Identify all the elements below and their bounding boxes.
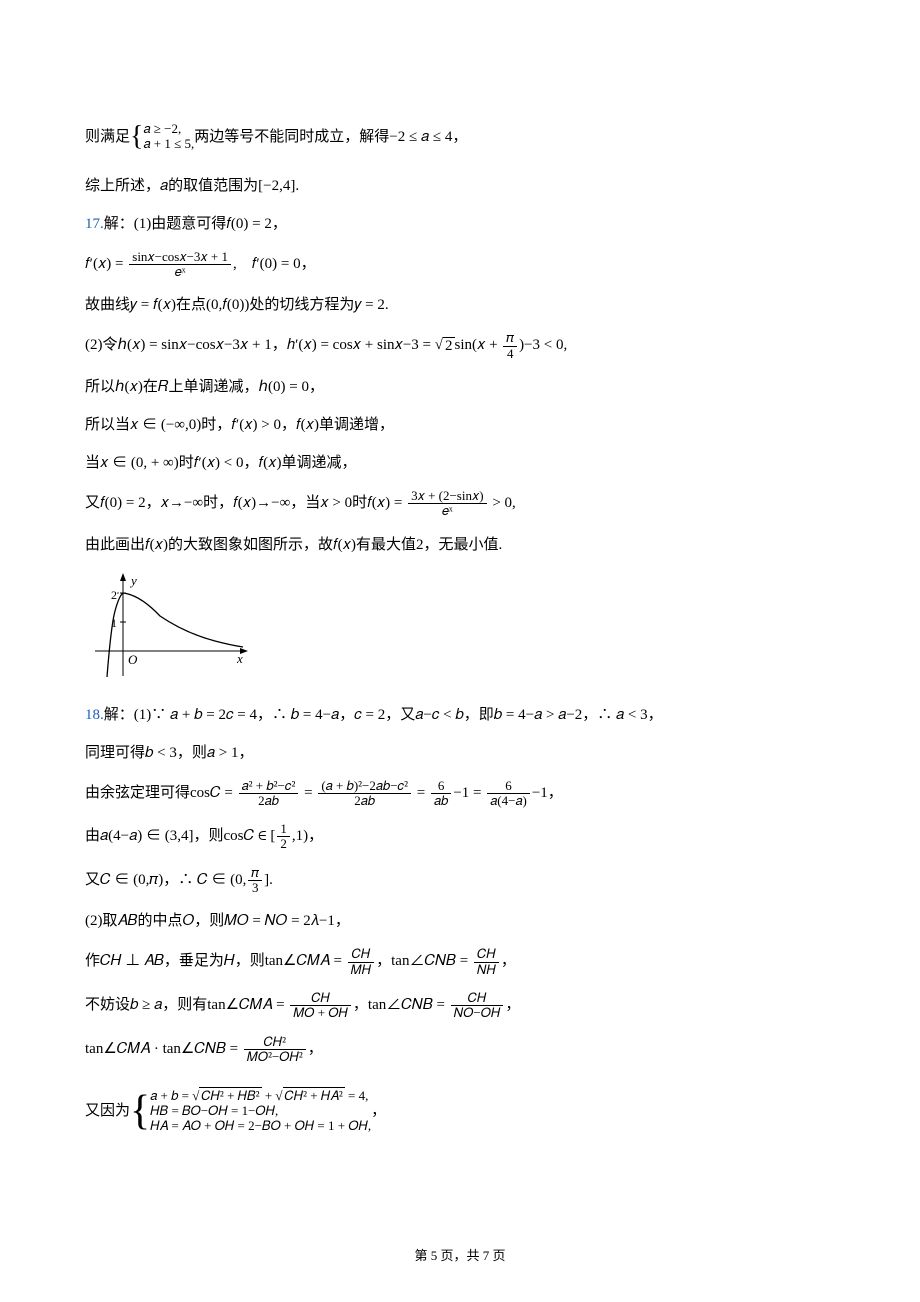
eq3: −1 = (453, 785, 485, 801)
line-l14: 由余弦定理可得cos𝐶 = 𝑎² + 𝑏²−𝑐²2𝑎𝑏 = (𝑎 + 𝑏)²−2… (85, 779, 835, 809)
text-post: ,1)， (292, 828, 323, 844)
sys-row-1: 𝑎 ≥ −2, (143, 122, 194, 137)
line-l9: 当𝑥 ∈ (0, + ∞)时𝑓′(𝑥) < 0，𝑓(𝑥)单调递减， (85, 451, 835, 475)
fraction-4: 6𝑎(4−𝑎) (487, 779, 530, 809)
fraction-1: 𝑎² + 𝑏²−𝑐²2𝑎𝑏 (239, 779, 299, 809)
y-arrow (120, 573, 126, 581)
system-block: 𝑎 + 𝑏 = √𝐶𝐻² + 𝐻𝐵² + √𝐶𝐻² + 𝐻𝐴² = 4, 𝐻𝐵 … (150, 1089, 371, 1134)
line-l12: 18.解：(1)∵ 𝑎 + 𝑏 = 2𝑐 = 4，∴ 𝑏 = 4−𝑎，𝑐 = 2… (85, 703, 835, 727)
line-l6: (2)令ℎ(𝑥) = sin𝑥−cos𝑥−3𝑥 + 1，ℎ′(𝑥) = cos𝑥… (85, 331, 835, 361)
line-l2: 综上所述，𝑎的取值范围为[−2,4]. (85, 174, 835, 198)
label-2: 2 (111, 588, 117, 602)
sys-row-3: 𝐻𝐴 = 𝐴𝑂 + 𝑂𝐻 = 2−𝐵𝑂 + 𝑂𝐻 = 1 + 𝑂𝐻, (150, 1119, 371, 1134)
line-l10: 又𝑓(0) = 2，𝑥→−∞时，𝑓(𝑥)→−∞，当𝑥 > 0时𝑓(𝑥) = 3𝑥… (85, 489, 835, 519)
fraction: 3𝑥 + (2−sin𝑥)𝑒ˣ (408, 489, 486, 519)
sqrt-sign: √ (435, 338, 443, 354)
question-number-17: 17. (85, 216, 104, 232)
line-l18: 作𝐶𝐻 ⊥ 𝐴𝐵，垂足为𝐻，则tan∠𝐶𝑀𝐴 = 𝐶𝐻𝑀𝐻，tan∠𝐶𝑁𝐵 = … (85, 947, 835, 977)
line-l8: 所以当𝑥 ∈ (−∞,0)时，𝑓′(𝑥) > 0，𝑓(𝑥)单调递增， (85, 413, 835, 437)
text-post: )−3 < 0, (519, 338, 567, 354)
label-o: O (128, 652, 138, 667)
text-pre: 由余弦定理可得cos𝐶 = (85, 785, 237, 801)
text-mid: ，tan∠𝐶𝑁𝐵 = (376, 954, 472, 970)
eq2: = (413, 785, 429, 801)
text-pre: 又𝑓(0) = 2，𝑥→−∞时，𝑓(𝑥)→−∞，当𝑥 > 0时𝑓(𝑥) = (85, 495, 406, 511)
fraction: 12 (277, 822, 290, 852)
text-post: ， (501, 954, 516, 970)
fraction-1: 𝐶𝐻𝑀𝐻 (348, 947, 374, 977)
sys-row-2: 𝑎 + 1 ≤ 5, (143, 137, 194, 152)
line-l5: 故曲线𝑦 = 𝑓(𝑥)在点(0,𝑓(0))处的切线方程为𝑦 = 2. (85, 293, 835, 317)
text-pre: 又因为 (85, 1103, 130, 1119)
fraction: sin𝑥−cos𝑥−3𝑥 + 1𝑒ˣ (129, 250, 231, 280)
label-y: y (129, 573, 137, 588)
text: 解：(1)∵ 𝑎 + 𝑏 = 2𝑐 = 4，∴ 𝑏 = 4−𝑎，𝑐 = 2，又𝑎… (104, 707, 663, 723)
page-footer: 第 5 页，共 7 页 (0, 1246, 920, 1267)
fraction: 𝜋4 (503, 331, 517, 361)
text-pre: 由𝑎(4−𝑎) ∈ (3,4]，则cos𝐶 ∈ [ (85, 828, 275, 844)
text-post: > 0, (489, 495, 516, 511)
sys-row-1: 𝑎 + 𝑏 = √𝐶𝐻² + 𝐻𝐵² + √𝐶𝐻² + 𝐻𝐴² = 4, (150, 1089, 371, 1104)
text-post: 两边等号不能同时成立，解得−2 ≤ 𝑎 ≤ 4， (194, 129, 467, 145)
text: 解：(1)由题意可得𝑓(0) = 2， (104, 216, 287, 232)
eq1: = (300, 785, 316, 801)
fraction-2: 𝐶𝐻𝑁𝑂−𝑂𝐻 (451, 991, 504, 1021)
system-block: 𝑎 ≥ −2, 𝑎 + 1 ≤ 5, (143, 122, 194, 152)
fraction: 𝐶𝐻²𝑀𝑂²−𝑂𝐻² (244, 1035, 306, 1065)
text-pre: 不妨设𝑏 ≥ 𝑎，则有tan∠𝐶𝑀𝐴 = (85, 997, 288, 1013)
line-l4: 𝑓′(𝑥) = sin𝑥−cos𝑥−3𝑥 + 1𝑒ˣ, 𝑓′(0) = 0， (85, 250, 835, 280)
fraction: 𝜋3 (248, 866, 262, 896)
text-pre: 则满足 (85, 129, 130, 145)
question-number-18: 18. (85, 707, 104, 723)
text-pre: 作𝐶𝐻 ⊥ 𝐴𝐵，垂足为𝐻，则tan∠𝐶𝑀𝐴 = (85, 954, 346, 970)
line-l20: tan∠𝐶𝑀𝐴 · tan∠𝐶𝑁𝐵 = 𝐶𝐻²𝑀𝑂²−𝑂𝐻²， (85, 1035, 835, 1065)
text-post: , 𝑓′(0) = 0， (233, 256, 316, 272)
text-post: ， (505, 997, 520, 1013)
label-x: x (236, 651, 243, 666)
brace-open: { (130, 1088, 150, 1134)
text-post: ， (371, 1103, 386, 1119)
line-l19: 不妨设𝑏 ≥ 𝑎，则有tan∠𝐶𝑀𝐴 = 𝐶𝐻𝑀𝑂 + 𝑂𝐻，tan∠𝐶𝑁𝐵 =… (85, 991, 835, 1021)
line-l15: 由𝑎(4−𝑎) ∈ (3,4]，则cos𝐶 ∈ [12,1)， (85, 822, 835, 852)
graph-figure: y x O 2 1 (85, 571, 835, 689)
text-post: ]. (264, 872, 273, 888)
text-pre: 又𝐶 ∈ (0,𝜋)，∴ 𝐶 ∈ (0, (85, 872, 246, 888)
line-l16: 又𝐶 ∈ (0,𝜋)，∴ 𝐶 ∈ (0,𝜋3]. (85, 866, 835, 896)
text-pre: tan∠𝐶𝑀𝐴 · tan∠𝐶𝑁𝐵 = (85, 1041, 242, 1057)
fraction-3: 6𝑎𝑏 (431, 779, 451, 809)
fraction-2: (𝑎 + 𝑏)²−2𝑎𝑏−𝑐²2𝑎𝑏 (318, 779, 411, 809)
text-post: ， (308, 1041, 323, 1057)
text-pre: (2)令ℎ(𝑥) = sin𝑥−cos𝑥−3𝑥 + 1，ℎ′(𝑥) = cos𝑥… (85, 338, 435, 354)
brace-open: { (130, 121, 143, 152)
line-l3: 17.解：(1)由题意可得𝑓(0) = 2， (85, 212, 835, 236)
line-l11: 由此画出𝑓(𝑥)的大致图象如图所示，故𝑓(𝑥)有最大值2，无最小值. (85, 533, 835, 557)
label-1: 1 (111, 616, 117, 630)
line-l7: 所以ℎ(𝑥)在𝑅上单调递减，ℎ(0) = 0， (85, 375, 835, 399)
fraction-2: 𝐶𝐻𝑁𝐻 (474, 947, 499, 977)
text-mid: sin(𝑥 + (455, 338, 502, 354)
text-mid: ，tan∠𝐶𝑁𝐵 = (353, 997, 449, 1013)
line-system-1: 则满足{ 𝑎 ≥ −2, 𝑎 + 1 ≤ 5, 两边等号不能同时成立，解得−2 … (85, 115, 835, 160)
line-l21: 又因为{ 𝑎 + 𝑏 = √𝐶𝐻² + 𝐻𝐵² + √𝐶𝐻² + 𝐻𝐴² = 4… (85, 1078, 835, 1145)
text-post: −1， (532, 785, 563, 801)
fraction-1: 𝐶𝐻𝑀𝑂 + 𝑂𝐻 (290, 991, 351, 1021)
sys-row-2: 𝐻𝐵 = 𝐵𝑂−𝑂𝐻 = 1−𝑂𝐻, (150, 1104, 371, 1119)
line-l13: 同理可得𝑏 < 3，则𝑎 > 1， (85, 741, 835, 765)
line-l17: (2)取𝐴𝐵的中点𝑂，则𝑀𝑂 = 𝑁𝑂 = 2𝜆−1， (85, 909, 835, 933)
sqrt-sign: √ (275, 1088, 282, 1103)
sqrt-arg: 2 (443, 337, 455, 354)
text-pre: 𝑓′(𝑥) = (85, 256, 127, 272)
graph-svg: y x O 2 1 (85, 571, 250, 681)
